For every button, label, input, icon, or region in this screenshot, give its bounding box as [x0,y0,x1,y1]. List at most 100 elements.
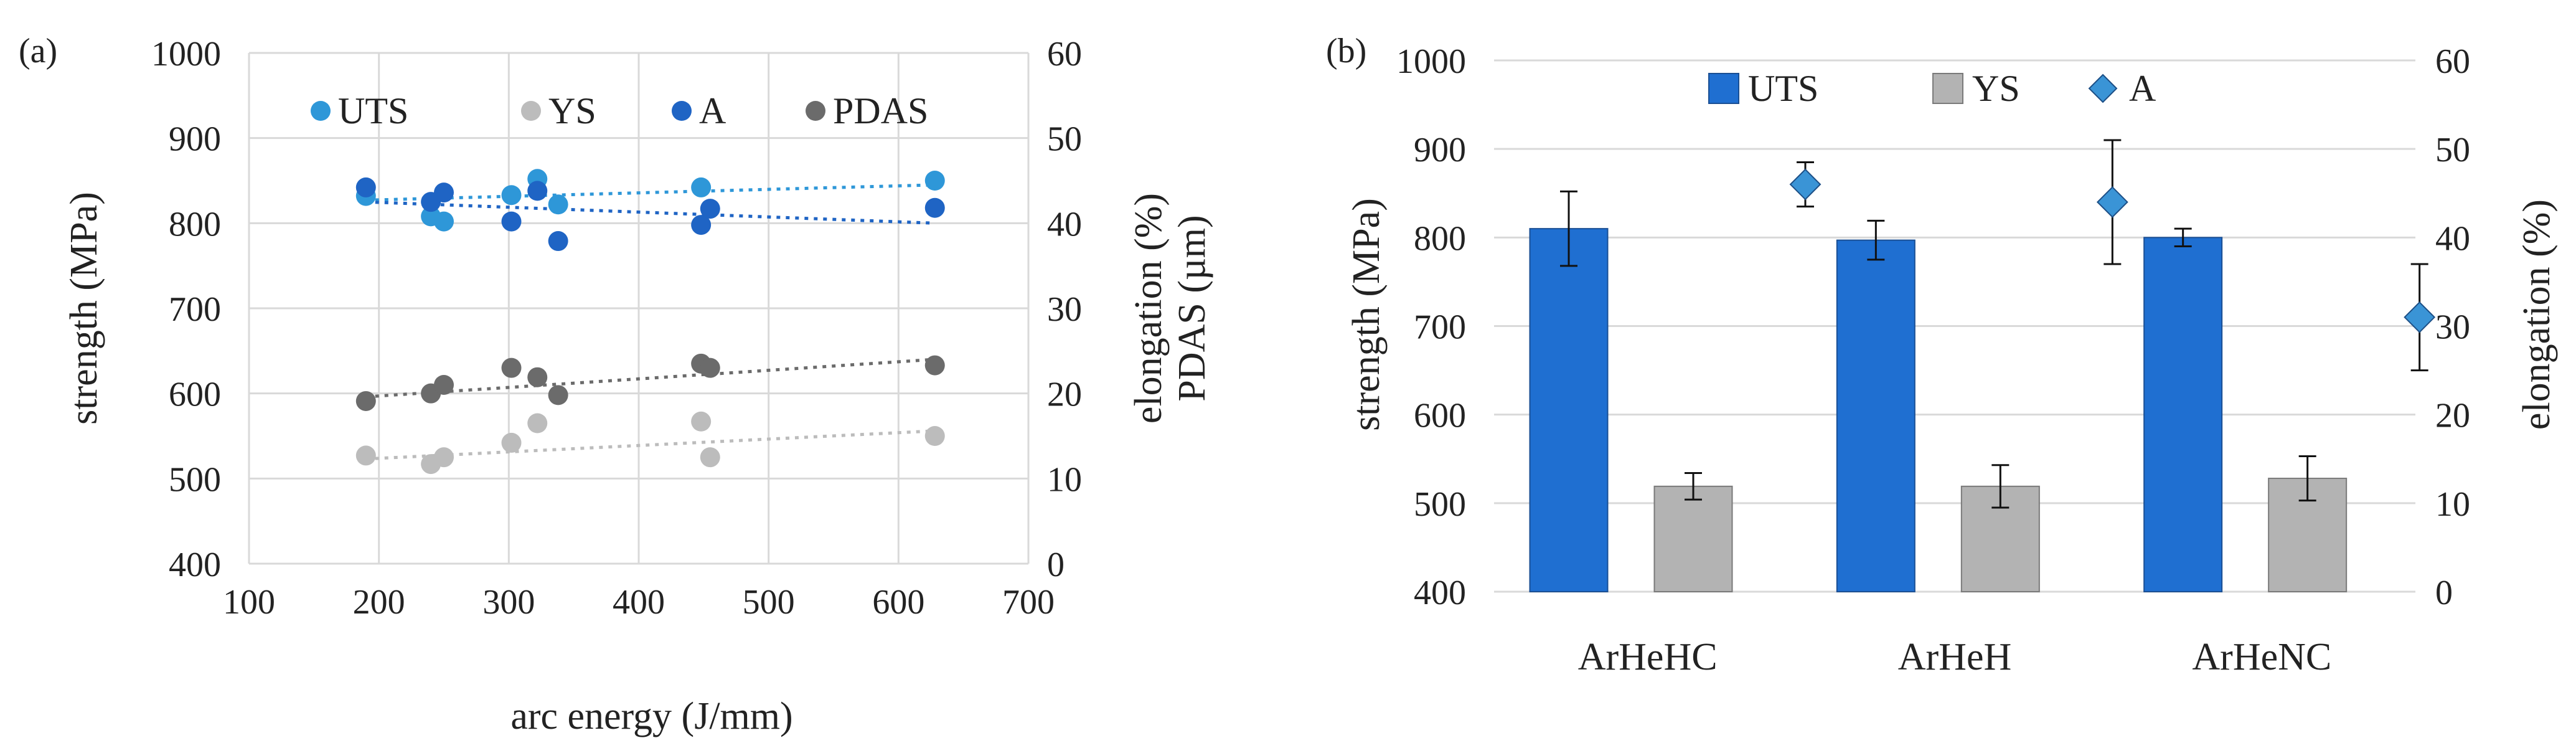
panel-a-point-pdas [501,358,522,378]
panel-a-point-a [434,182,454,203]
panel-a-legend-label: UTS [338,90,408,131]
panel-a-y-tick-label: 400 [169,546,221,584]
panel-a-x-tick-label: 600 [872,583,924,622]
panel-b-bars [1529,190,2348,593]
panel-a-y-tick-label: 500 [169,460,221,499]
panel-a-tick-labels: 400 500 600 700 800 900 1000 0 10 20 30 40 50 60 100 20… [151,35,1082,622]
panel-b-y-tick-label: 800 [1414,219,1466,258]
panel-b-bar-ys [1653,485,1733,592]
panel-b-legend-label: A [2129,68,2156,109]
panel-a-point-a [700,199,720,219]
panel-a-scatter-chart: (a) 400 500 600 700 800 900 1000 0 10 20 30 40 50 60 1… [19,32,1213,737]
panel-b-marker-a [2404,301,2436,333]
panel-a-y2-tick-label: 50 [1047,120,1082,159]
panel-a-point-pdas [700,358,720,378]
panel-a-y2-tick-label: 0 [1047,546,1065,584]
panel-a-x-tick-label: 200 [353,583,405,622]
panel-a-trendline-a [365,200,935,225]
panel-a-y-tick-label: 700 [169,290,221,329]
panel-a-point-a [527,181,548,201]
panel-a-point-uts [434,211,454,232]
panel-a-x-tick-label: 400 [613,583,665,622]
panel-a-trendline-pdas [365,358,935,399]
panel-b-y2-tick-label: 60 [2435,42,2470,81]
panel-a-y2-axis-title-pdas: PDAS (µm) [1171,215,1213,401]
panel-b-y-axis-title: strength (MPa) [1345,198,1388,431]
panel-a-point-ys [501,432,522,453]
panel-b-legend: UTS YS A [1708,68,2156,109]
panel-a-point-uts [691,177,712,197]
panel-a-x-tick-label: 700 [1002,583,1055,622]
panel-b-y2-tick-label: 20 [2435,397,2470,435]
panel-a-point-ys [924,426,945,446]
panel-b-label: (b) [1326,32,1366,70]
panel-a-point-ys [434,447,454,468]
panel-b-y2-tick-label: 40 [2435,219,2470,258]
panel-a-point-ys [527,413,548,433]
panel-a-trendlines [365,183,935,461]
panel-b-y-tick-label: 600 [1414,397,1466,435]
panel-a-x-tick-label: 300 [482,583,535,622]
panel-a-y-tick-label: 600 [169,376,221,414]
panel-b-y2-tick-label: 10 [2435,485,2470,524]
panel-a-legend-marker-a [672,101,692,121]
panel-b-legend-swatch-uts [1708,73,1739,104]
panel-a-legend-marker-ys [521,101,541,121]
panel-a-point-a [548,231,568,252]
panel-a-point-a [924,197,945,218]
panel-a-x-tick-label: 100 [223,583,275,622]
panel-a-point-a [355,177,376,197]
panel-a-label: (a) [19,32,57,70]
panel-a-y2-tick-label: 60 [1047,35,1082,73]
panel-b-x-tick-label: ArHeH [1898,636,2012,678]
panel-b-y-tick-label: 900 [1414,131,1466,169]
panel-a-point-uts [924,171,945,191]
panel-b-legend-swatch-ys [1932,73,1963,104]
panel-b-bar-chart: (b) 400 500 600 700 800 900 1000 0 10 20 30 40 50 60 A… [1326,32,2558,678]
panel-a-point-ys [691,411,712,432]
panel-a-points [355,169,945,475]
panel-a-point-pdas [434,375,454,395]
panel-a-x-tick-label: 500 [743,583,795,622]
panel-a-legend-label: YS [548,90,596,131]
panel-a-y2-tick-label: 10 [1047,460,1082,499]
panel-a-y2-tick-label: 30 [1047,290,1082,329]
panel-a-point-pdas [355,391,376,411]
panel-a-point-a [501,211,522,232]
panel-b-marker-a [2096,186,2128,218]
panel-b-y-tick-label: 700 [1414,308,1466,347]
panel-a-y-axis-title: strength (MPa) [63,192,105,425]
panel-a-point-uts [501,185,522,206]
panel-b-bar-uts [2143,237,2223,593]
panel-a-y2-axis-title: elongation (%) [1127,193,1170,424]
panel-a-legend-label: A [699,90,726,131]
panel-a-legend-marker-pdas [806,101,825,121]
panel-a-gridlines [248,52,1030,565]
panel-a-y2-tick-label: 40 [1047,205,1082,244]
panel-b-x-tick-label: ArHeNC [2192,636,2331,678]
panel-a-point-ys [355,445,376,466]
panel-a-point-uts [548,194,568,215]
panel-b-bar-uts [1529,228,1609,593]
panel-a-trendline-uts [365,183,935,202]
panel-a-y-tick-label: 900 [169,120,221,159]
panel-b-y2-tick-label: 30 [2435,308,2470,347]
panel-a-point-ys [700,447,720,468]
panel-b-y2-axis-title: elongation (%) [2516,199,2558,430]
panel-b-bar-uts [1836,239,1916,592]
panel-b-y2-tick-label: 0 [2435,574,2453,612]
panel-a-y-tick-label: 800 [169,205,221,244]
panel-b-x-tick-label: ArHeHC [1578,636,1718,678]
panel-b-legend-label: UTS [1748,68,1818,109]
panel-a-x-axis-title: arc energy (J/mm) [510,695,792,737]
panel-a-y-tick-label: 1000 [151,35,221,73]
panel-a-legend: UTS YS A PDAS [311,90,928,131]
panel-b-y-tick-label: 1000 [1396,42,1466,81]
panel-b-marker-a [1789,168,1822,201]
panel-a-point-pdas [527,367,548,387]
panel-a-legend-marker-uts [311,101,331,121]
panel-b-y2-tick-label: 50 [2435,131,2470,169]
panel-b-y-tick-label: 500 [1414,485,1466,524]
panel-a-y2-tick-label: 20 [1047,376,1082,414]
